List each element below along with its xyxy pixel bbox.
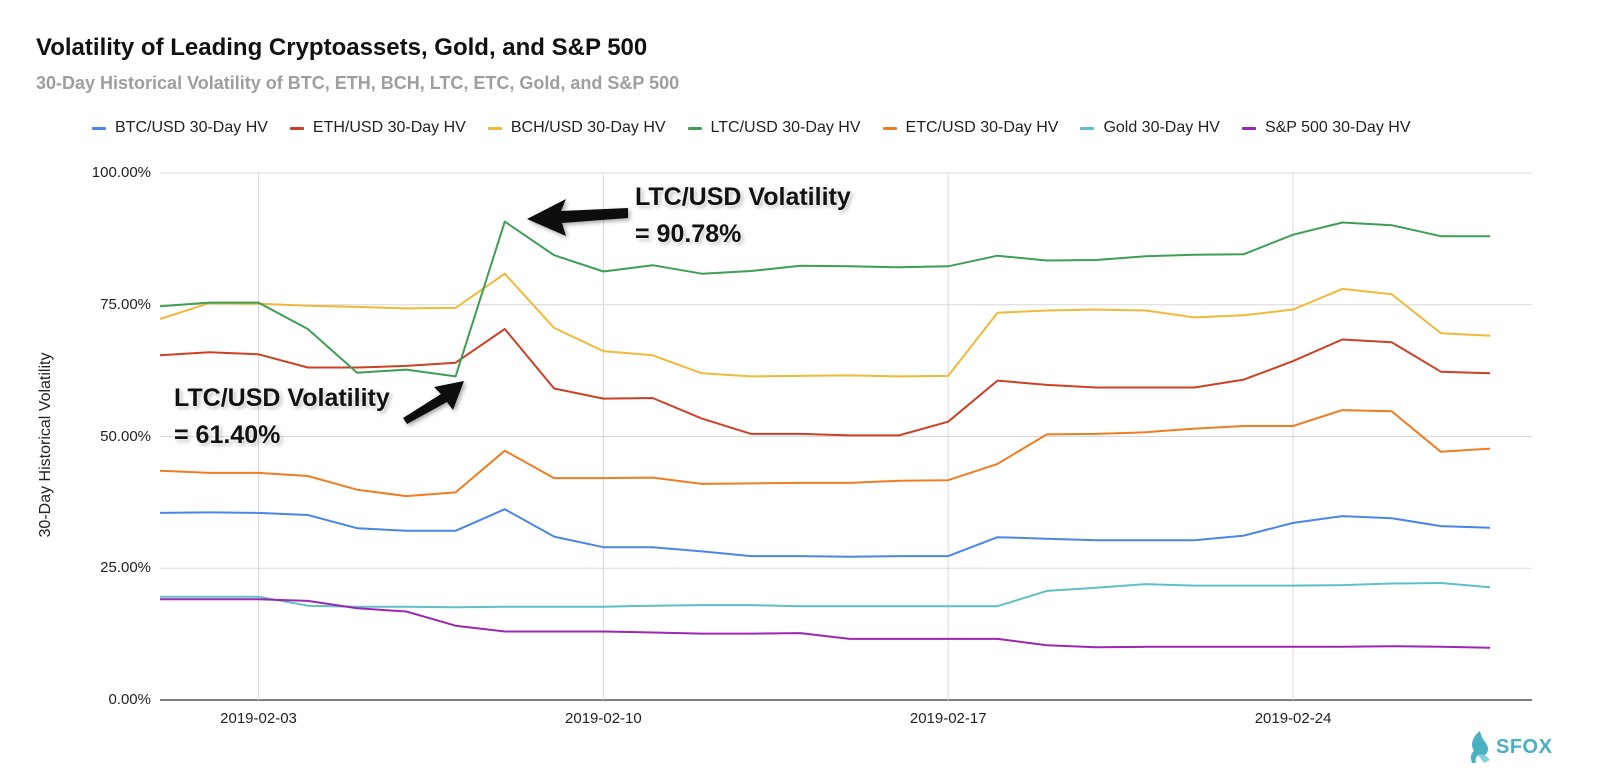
x-tick-label: 2019-02-24 bbox=[1254, 710, 1332, 727]
legend-swatch bbox=[1241, 126, 1256, 130]
series-line bbox=[159, 220, 1491, 378]
legend-label: Gold 30-Day HV bbox=[1103, 119, 1220, 136]
legend-item: BCH/USD 30-Day HV bbox=[487, 119, 666, 137]
fox-icon bbox=[1470, 731, 1490, 763]
annotation-ltc-high-line2: = 90.78% bbox=[635, 220, 742, 248]
chart-subtitle: 30-Day Historical Volatility of BTC, ETH… bbox=[36, 73, 680, 93]
annotation-arrow-upper bbox=[527, 199, 628, 236]
series-line bbox=[160, 598, 1491, 649]
annotation-arrows bbox=[403, 199, 628, 424]
legend-item: ETH/USD 30-Day HV bbox=[289, 119, 466, 137]
annotation-ltc-high-line1: LTC/USD Volatility bbox=[635, 183, 851, 211]
legend-item: ETC/USD 30-Day HV bbox=[882, 119, 1059, 137]
y-tick-label: 0.00% bbox=[108, 691, 151, 708]
legend-label: S&P 500 30-Day HV bbox=[1264, 119, 1411, 136]
series-line bbox=[159, 508, 1491, 558]
legend-item: LTC/USD 30-Day HV bbox=[687, 119, 861, 137]
legend-label: LTC/USD 30-Day HV bbox=[710, 119, 861, 136]
series-line bbox=[159, 272, 1491, 378]
y-tick-label: 25.00% bbox=[100, 559, 151, 577]
legend-item: S&P 500 30-Day HV bbox=[1241, 119, 1411, 137]
legend-swatch bbox=[687, 126, 702, 130]
logo-text: SFOX bbox=[1496, 735, 1553, 758]
legend-label: BTC/USD 30-Day HV bbox=[115, 119, 268, 136]
x-tick-label: 2019-02-17 bbox=[909, 710, 987, 727]
y-tick-label: 75.00% bbox=[100, 295, 151, 313]
legend-label: BCH/USD 30-Day HV bbox=[510, 119, 666, 136]
chart-legend: BTC/USD 30-Day HV ETH/USD 30-Day HV BCH/US… bbox=[92, 119, 1433, 137]
y-tick-label: 50.00% bbox=[100, 427, 151, 445]
y-tick-label: 100.00% bbox=[91, 164, 151, 181]
legend-label: ETH/USD 30-Day HV bbox=[312, 119, 466, 136]
sfox-logo: SFOX bbox=[1466, 729, 1552, 765]
legend-item: BTC/USD 30-Day HV bbox=[92, 119, 268, 137]
annotation-ltc-high: LTC/USD Volatility = 90.78% bbox=[635, 179, 851, 253]
x-tick-label: 2019-02-03 bbox=[220, 710, 297, 727]
series-line bbox=[160, 582, 1491, 609]
legend-label: ETC/USD 30-Day HV bbox=[905, 119, 1059, 136]
annotation-ltc-low-line2: = 61.40% bbox=[174, 421, 281, 449]
legend-swatch bbox=[92, 126, 106, 130]
legend-item: Gold 30-Day HV bbox=[1080, 119, 1220, 137]
legend-swatch bbox=[882, 126, 897, 130]
annotation-arrow-lower bbox=[403, 381, 464, 424]
chart-title: Volatility of Leading Cryptoassets, Gold… bbox=[36, 34, 648, 61]
series-line bbox=[159, 328, 1491, 437]
legend-swatch bbox=[487, 126, 502, 130]
legend-swatch bbox=[1080, 126, 1095, 130]
annotation-ltc-low-line1: LTC/USD Volatility bbox=[174, 384, 390, 412]
series-line bbox=[159, 409, 1491, 498]
legend-swatch bbox=[289, 126, 304, 130]
series-lines bbox=[159, 220, 1491, 649]
x-tick-label: 2019-02-10 bbox=[565, 710, 642, 727]
annotation-ltc-low: LTC/USD Volatility = 61.40% bbox=[174, 380, 390, 454]
